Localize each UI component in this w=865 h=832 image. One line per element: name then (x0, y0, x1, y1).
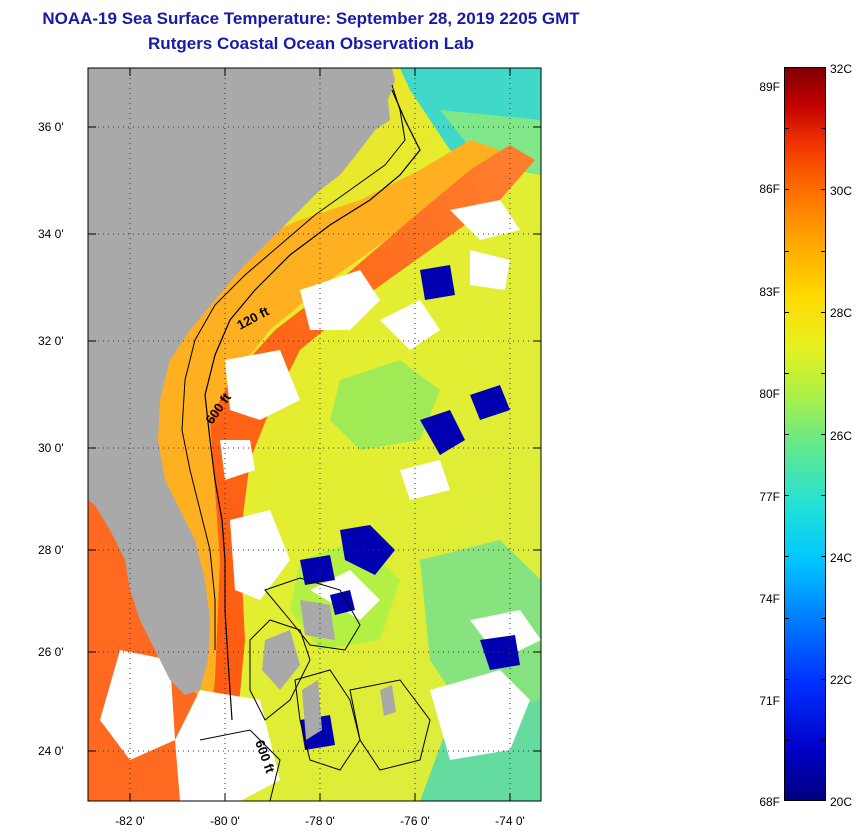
island-eleuthera (302, 680, 322, 740)
lat-label-32: 32 0' (38, 334, 64, 348)
colorbar-tick (821, 250, 826, 252)
colorbar-tick (821, 617, 826, 619)
colorbar-tick (821, 311, 826, 313)
island-abaco (300, 600, 335, 640)
colorbar-tick (821, 556, 826, 558)
colorbar-tick (784, 372, 789, 374)
colorbar-label-83f: 83F (759, 285, 780, 299)
bahamas-bank-contour-3 (294, 669, 361, 771)
colorbar-tick (784, 495, 789, 497)
colorbar-tick (821, 372, 826, 374)
lon-label-76: -76 0' (400, 814, 430, 828)
map-raster (88, 68, 541, 801)
colorbar-tick (821, 434, 826, 435)
offshore-patch-1 (330, 360, 440, 450)
land-southeast-us (88, 68, 395, 695)
colorbar-tick (784, 311, 789, 313)
bahamas-bank-contour-2 (264, 577, 361, 651)
lat-label-30: 30 0' (38, 441, 64, 455)
colorbar-label-24c: 24C (830, 551, 853, 565)
lat-label-28: 28 0' (38, 543, 64, 557)
colorbar-tick (821, 128, 826, 130)
graticule (88, 68, 541, 801)
cloud-cover (100, 200, 541, 801)
colorbar-tick (784, 739, 789, 741)
colorbar-label-86f: 86F (759, 182, 780, 196)
map-frame (87, 67, 542, 802)
colorbar-tick (784, 189, 789, 191)
cold-cloud-tops (300, 265, 520, 750)
colorbar-tick (784, 250, 789, 252)
colorbar-tick (821, 678, 826, 680)
title-line-2: Rutgers Coastal Ocean Observation Lab (148, 34, 474, 53)
map-ticks (88, 68, 541, 801)
colorbar-tick (821, 189, 826, 191)
isobath-120ft (181, 84, 406, 650)
lon-label-82: -82 0' (115, 814, 145, 828)
title-line-1: NOAA-19 Sea Surface Temperature: Septemb… (42, 9, 580, 28)
lat-label-26: 26 0' (38, 645, 64, 659)
bahamas-bank-contour-4 (349, 679, 431, 771)
lon-label-74: -74 0' (495, 814, 525, 828)
lat-label-24: 24 0' (38, 744, 64, 758)
colorbar-tick (784, 800, 789, 801)
island-cat (380, 685, 396, 716)
colorbar-tick (784, 128, 789, 130)
lon-label-78: -78 0' (305, 814, 335, 828)
colorbar-tick (784, 556, 789, 558)
colorbar-tick (821, 67, 826, 68)
colorbar-label-28c: 28C (830, 306, 853, 320)
colorbar-label-22c: 22C (830, 673, 853, 687)
lat-label-34: 34 0' (38, 227, 64, 241)
straits-contour (199, 729, 281, 801)
colorbar-label-80f: 80F (759, 387, 780, 401)
island-andros (262, 630, 300, 690)
colorbar-tick (821, 800, 826, 801)
colorbar-label-71f: 71F (759, 694, 780, 708)
colorbar-label-26c: 26C (830, 429, 853, 443)
temperature-colorbar (784, 67, 826, 801)
lat-label-36: 36 0' (38, 120, 64, 134)
colorbar-label-77f: 77F (759, 490, 780, 504)
colorbar-tick (784, 67, 789, 68)
colorbar-tick (821, 739, 826, 741)
bahamas-bank-contour-1 (249, 619, 311, 721)
colorbar-tick (784, 434, 789, 435)
colorbar-label-32c: 32C (830, 62, 853, 76)
colorbar-tick (821, 495, 826, 497)
colorbar-label-20c: 20C (830, 795, 853, 809)
colorbar-tick (784, 678, 789, 680)
colorbar-tick (784, 617, 789, 619)
colorbar-label-68f: 68F (759, 795, 780, 809)
lon-label-80: -80 0' (210, 814, 240, 828)
colorbar-label-89f: 89F (759, 80, 780, 94)
colorbar-label-74f: 74F (759, 592, 780, 606)
colorbar-label-30c: 30C (830, 184, 853, 198)
